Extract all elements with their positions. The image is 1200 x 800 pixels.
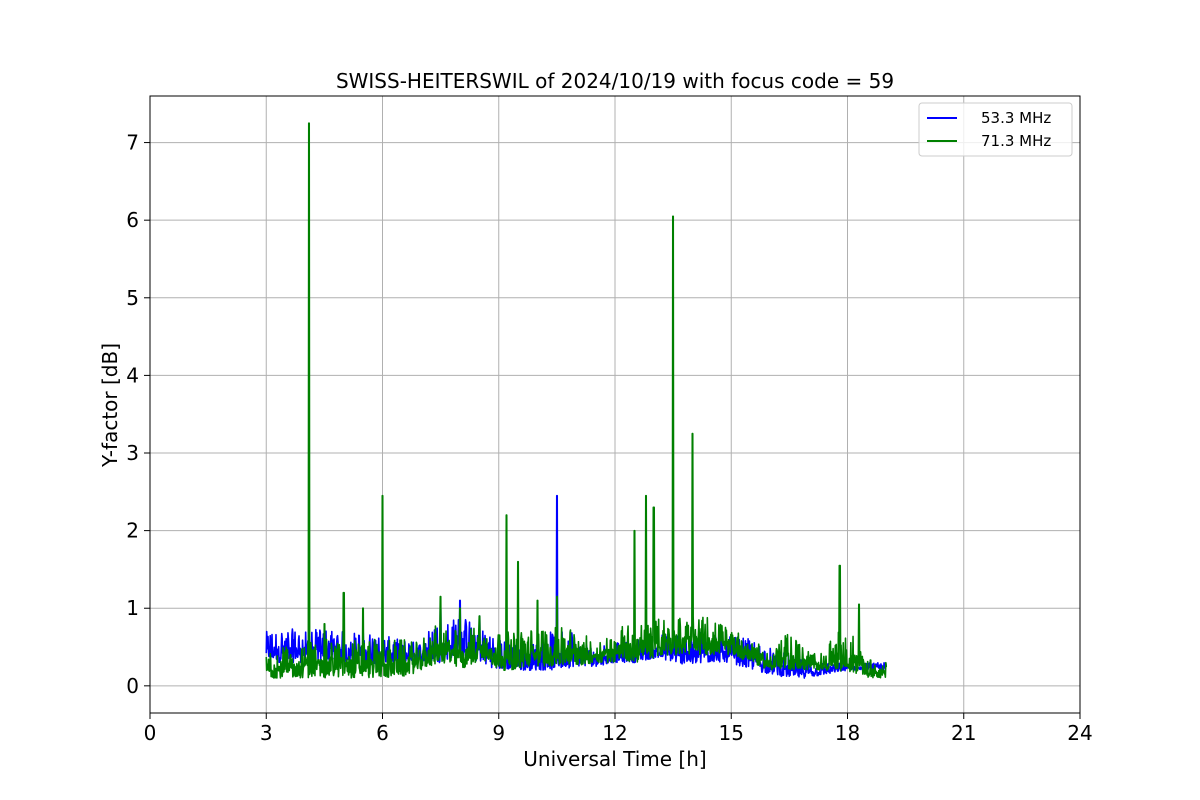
y-tick-label: 2: [126, 519, 139, 543]
y-tick-label: 5: [126, 286, 139, 310]
y-axis-label: Y-factor [dB]: [98, 343, 122, 468]
y-tick-label: 4: [126, 363, 139, 387]
x-tick-label: 6: [376, 721, 389, 745]
y-tick-label: 0: [126, 674, 139, 698]
x-tick-label: 15: [719, 721, 744, 745]
series-layer: [265, 122, 888, 679]
chart-title: SWISS-HEITERSWIL of 2024/10/19 with focu…: [336, 69, 894, 93]
x-tick-label: 9: [492, 721, 505, 745]
legend-label-2: 71.3 MHz: [981, 132, 1051, 150]
x-tick-label: 12: [602, 721, 627, 745]
x-tick-label: 3: [260, 721, 273, 745]
legend-box: [918, 102, 1073, 157]
legend: 53.3 MHz 71.3 MHz: [918, 102, 1073, 157]
y-tick-label: 1: [126, 596, 139, 620]
y-tick-label: 3: [126, 441, 139, 465]
y-tick-label: 6: [126, 208, 139, 232]
y-tick-label: 7: [126, 131, 139, 155]
x-axis-label: Universal Time [h]: [523, 747, 706, 771]
x-tick-label: 18: [835, 721, 860, 745]
grid-layer: [149, 96, 1081, 713]
legend-label-1: 53.3 MHz: [981, 109, 1051, 127]
x-tick-label: 24: [1067, 721, 1092, 745]
series-line-2: [265, 122, 888, 679]
x-tick-label: 0: [144, 721, 157, 745]
x-tick-label: 21: [951, 721, 976, 745]
